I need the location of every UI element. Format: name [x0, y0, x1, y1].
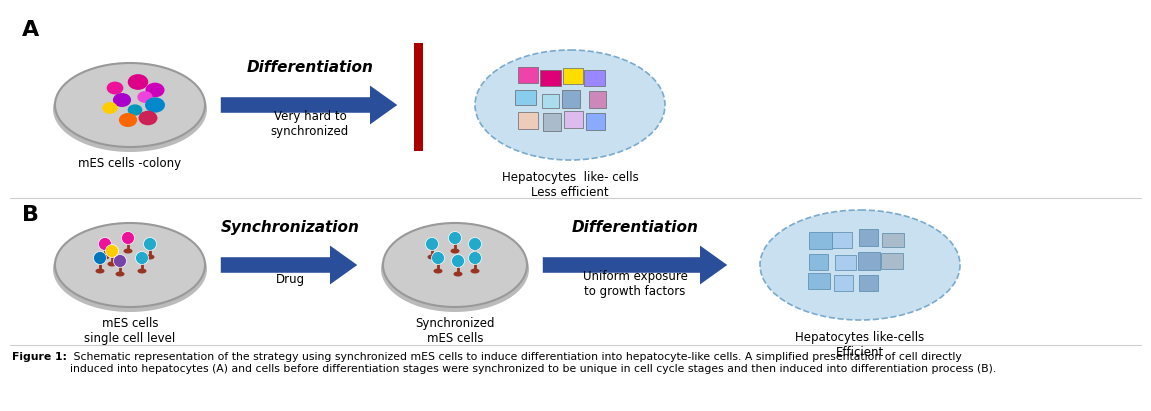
Bar — [586, 113, 604, 130]
Ellipse shape — [427, 254, 436, 259]
Bar — [881, 253, 902, 269]
Text: Schematic representation of the strategy using synchronized mES cells to induce : Schematic representation of the strategy… — [70, 352, 997, 374]
Ellipse shape — [113, 93, 131, 107]
Ellipse shape — [102, 102, 117, 114]
Text: Differentiation: Differentiation — [572, 220, 699, 235]
Ellipse shape — [434, 268, 442, 273]
Bar — [563, 68, 584, 84]
Bar — [833, 275, 853, 291]
Ellipse shape — [137, 91, 153, 103]
Ellipse shape — [475, 50, 665, 160]
Ellipse shape — [145, 97, 165, 113]
Ellipse shape — [137, 268, 146, 273]
Ellipse shape — [53, 66, 207, 152]
Ellipse shape — [453, 272, 463, 277]
Ellipse shape — [106, 245, 119, 258]
Bar — [514, 90, 536, 105]
Ellipse shape — [100, 254, 109, 259]
Text: Synchronized
mES cells: Synchronized mES cells — [416, 317, 495, 345]
Text: Synchronization: Synchronization — [221, 220, 359, 235]
Bar — [541, 70, 561, 86]
Bar — [832, 232, 852, 248]
Ellipse shape — [55, 223, 205, 307]
Ellipse shape — [449, 231, 462, 245]
Ellipse shape — [471, 268, 480, 273]
Text: Drug: Drug — [275, 273, 305, 286]
Ellipse shape — [451, 254, 465, 268]
Ellipse shape — [432, 252, 444, 265]
Ellipse shape — [115, 272, 124, 277]
Text: Hepatocytes  like- cells
Less efficient: Hepatocytes like- cells Less efficient — [502, 171, 639, 199]
Ellipse shape — [136, 252, 148, 265]
Ellipse shape — [468, 238, 481, 250]
Ellipse shape — [107, 261, 116, 266]
Text: Differentiation: Differentiation — [246, 60, 373, 75]
Ellipse shape — [53, 226, 207, 312]
Bar — [882, 233, 905, 247]
Ellipse shape — [381, 226, 529, 312]
Ellipse shape — [426, 238, 439, 250]
Text: mES cells -colony: mES cells -colony — [78, 157, 182, 170]
Ellipse shape — [138, 111, 158, 125]
Bar — [414, 43, 424, 151]
Ellipse shape — [144, 238, 157, 250]
Ellipse shape — [114, 254, 127, 268]
Ellipse shape — [119, 113, 137, 127]
Ellipse shape — [145, 83, 165, 97]
Bar — [809, 232, 832, 249]
Bar — [518, 67, 538, 83]
Text: Figure 1:: Figure 1: — [12, 352, 67, 362]
Text: B: B — [22, 205, 39, 225]
Bar — [859, 275, 878, 291]
Bar — [834, 256, 856, 270]
Ellipse shape — [96, 268, 105, 273]
Bar — [809, 254, 829, 270]
Bar — [808, 273, 830, 289]
Ellipse shape — [471, 254, 480, 259]
Ellipse shape — [128, 74, 148, 90]
Bar — [564, 111, 582, 128]
Bar — [542, 94, 559, 108]
Bar — [859, 252, 881, 270]
Bar — [859, 229, 878, 246]
Bar — [588, 91, 605, 108]
Ellipse shape — [55, 63, 205, 147]
Text: Uniform exposure
to growth factors: Uniform exposure to growth factors — [582, 270, 687, 298]
Bar — [542, 113, 561, 131]
Ellipse shape — [450, 249, 459, 254]
Ellipse shape — [107, 81, 123, 95]
Ellipse shape — [99, 238, 112, 250]
Ellipse shape — [123, 249, 132, 254]
Bar — [585, 70, 605, 86]
Ellipse shape — [145, 254, 154, 259]
Ellipse shape — [468, 252, 481, 265]
Text: A: A — [22, 20, 39, 40]
Text: mES cells
single cell level: mES cells single cell level — [84, 317, 176, 345]
Bar — [562, 90, 580, 108]
Ellipse shape — [93, 252, 107, 265]
Text: Very hard to
synchronized: Very hard to synchronized — [270, 110, 349, 138]
Ellipse shape — [122, 231, 135, 245]
Text: Hepatocytes like-cells
Efficient: Hepatocytes like-cells Efficient — [795, 331, 924, 359]
Ellipse shape — [760, 210, 960, 320]
Bar — [518, 112, 538, 129]
Ellipse shape — [128, 104, 143, 115]
Ellipse shape — [383, 223, 527, 307]
